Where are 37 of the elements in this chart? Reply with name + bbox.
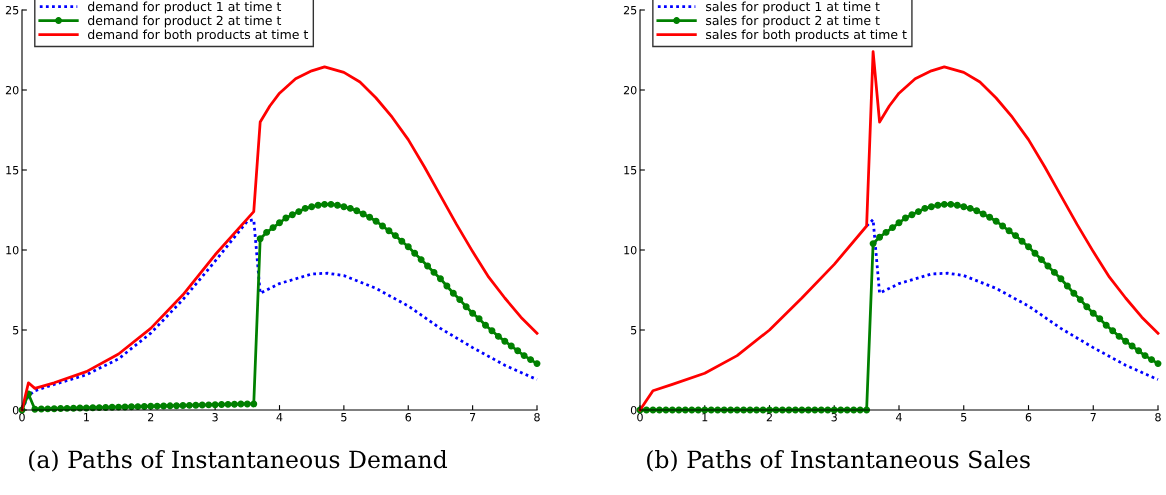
legend-label: sales for product 1 at time t [706, 1, 880, 14]
legend-label: sales for both products at time t [706, 29, 907, 42]
x-tick-label: 8 [534, 412, 540, 422]
x-tick-label: 1 [702, 413, 708, 422]
legend-label: demand for product 1 at time t [87, 1, 282, 14]
y-tick-label: 0 [12, 405, 19, 415]
x-tick-label: 3 [212, 412, 218, 422]
x-tick-label: 8 [1155, 412, 1161, 422]
y-tick-label: 0 [630, 405, 637, 415]
x-tick-label: 1 [84, 413, 89, 422]
text: (b) Paths of Instantaneous Sales [647, 450, 1030, 472]
x-tick-label: 6 [405, 412, 412, 422]
y-tick-label: 5 [631, 326, 637, 335]
y-tick-label: 15 [6, 166, 19, 175]
y-tick-label: 10 [624, 245, 637, 255]
x-tick-label: 6 [1025, 412, 1032, 422]
x-tick-label: 2 [766, 412, 772, 422]
x-tick-label: 4 [896, 413, 902, 422]
x-tick-label: 5 [341, 413, 347, 422]
x-tick-label: 4 [276, 413, 283, 422]
x-tick-label: 2 [148, 412, 154, 422]
y-tick-label: 25 [5, 5, 19, 15]
x-tick-label: 5 [961, 413, 967, 422]
y-tick-label: 5 [13, 326, 19, 335]
x-tick-label: 3 [831, 412, 837, 422]
legend-label: demand for product 2 at time t [87, 15, 282, 28]
line-series [865, 218, 1160, 381]
y-tick-label: 15 [624, 166, 637, 175]
text: (a) Paths of Instantaneous Demand [29, 450, 448, 472]
y-tick-label: 20 [5, 85, 19, 95]
legend-label: sales for product 2 at time t [706, 15, 880, 28]
x-tick-label: 7 [470, 413, 476, 422]
y-tick-label: 20 [623, 85, 637, 95]
y-tick-label: 25 [623, 5, 637, 15]
x-tick-label: 7 [1090, 413, 1096, 422]
legend-label: demand for both products at time t [87, 29, 309, 42]
y-tick-label: 10 [6, 245, 19, 255]
